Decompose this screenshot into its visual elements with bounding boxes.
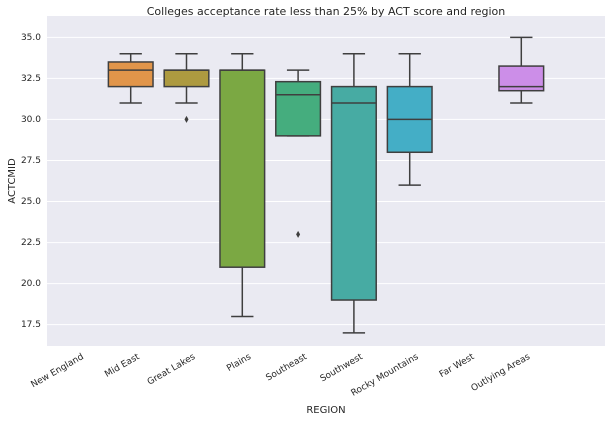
y-tick-label: 35.0 <box>21 33 41 43</box>
box <box>163 69 210 88</box>
x-tick-label: Southeast <box>264 352 309 384</box>
y-tick-label: 20.0 <box>21 279 41 289</box>
box <box>275 80 322 137</box>
x-tick-label: Mid East <box>103 352 142 380</box>
y-tick-label: 32.5 <box>21 74 41 84</box>
x-tick-label: Outlying Areas <box>470 352 533 394</box>
y-tick-label: 22.5 <box>21 238 41 248</box>
outlier <box>296 230 301 238</box>
y-axis-label: ACTCMID <box>7 158 18 204</box>
x-tick-label: Great Lakes <box>146 352 198 388</box>
box <box>330 85 377 301</box>
x-tick-label: Plains <box>225 352 253 374</box>
x-tick-label: New England <box>30 352 86 390</box>
y-tick-label: 17.5 <box>21 320 41 330</box>
outlier <box>184 115 189 123</box>
x-tick-label: Southwest <box>319 352 365 385</box>
y-tick-label: 27.5 <box>21 156 41 166</box>
y-tick-label: 25.0 <box>21 197 41 207</box>
y-tick-label: 30.0 <box>21 115 41 125</box>
chart-title: Colleges acceptance rate less than 25% b… <box>147 5 506 18</box>
box <box>107 61 154 88</box>
x-axis-label: REGION <box>306 405 345 416</box>
x-tick-label: Far West <box>438 352 477 380</box>
box <box>219 69 266 268</box>
